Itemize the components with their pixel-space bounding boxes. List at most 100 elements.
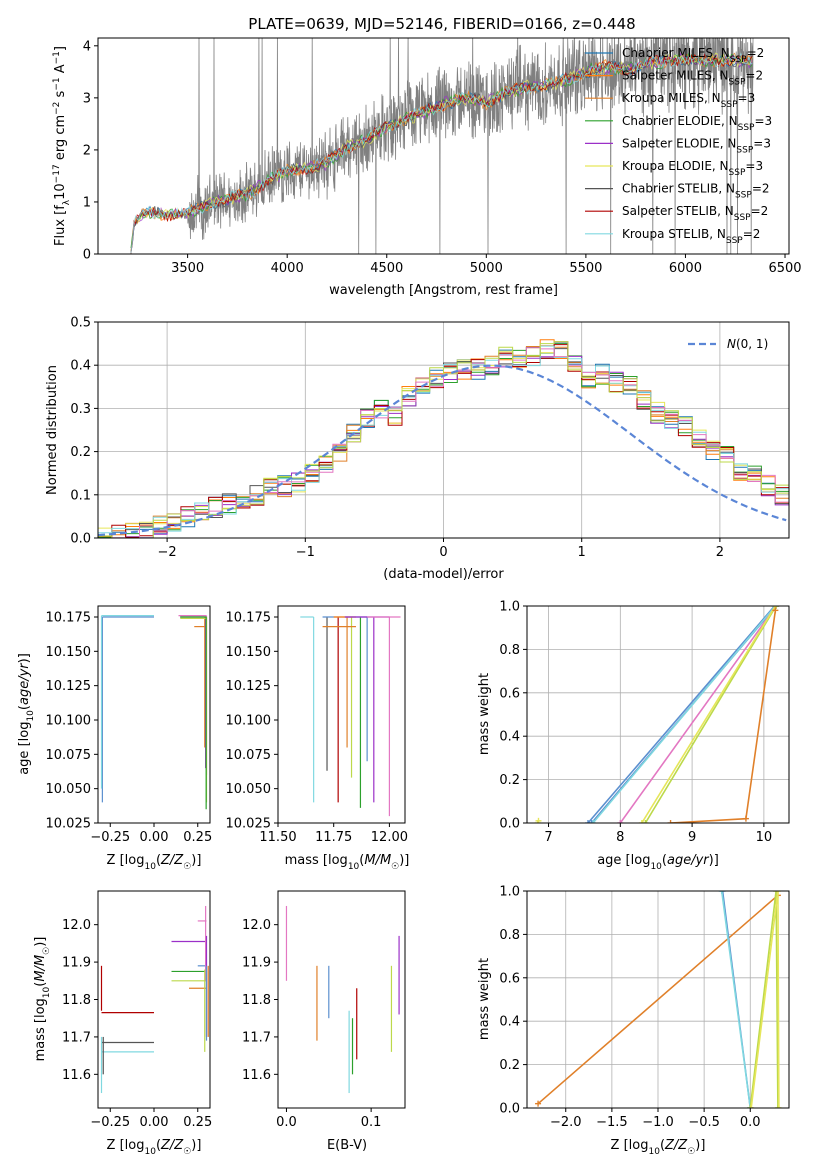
x-tick-label: 0.1	[361, 1115, 382, 1130]
x-tick-label: 3500	[171, 261, 204, 276]
plot-area	[527, 891, 789, 1108]
x-tick-label: 11.75	[315, 830, 352, 845]
weight-line	[644, 606, 777, 823]
x-tick-label: 10	[756, 830, 773, 845]
x-tick-label: 11.50	[259, 830, 296, 845]
y-tick-label: 10.050	[226, 782, 272, 797]
legend-label: Chabrier MILES, NSSP=2	[622, 46, 764, 65]
x-axis-label: (data-model)/error	[383, 567, 504, 582]
x-tick-label: 1	[578, 545, 586, 560]
y-tick-label: 12.0	[242, 918, 271, 933]
y-tick-label: 10.075	[226, 748, 272, 763]
x-tick-label: −2	[158, 545, 177, 560]
x-tick-label: 12.00	[371, 830, 408, 845]
axes-frame	[526, 605, 790, 824]
y-tick-label: 10.125	[46, 679, 92, 694]
x-axis-label: age [log10(age/yr)]	[597, 853, 719, 872]
model-spectrum	[130, 53, 753, 253]
x-tick-label: 6500	[768, 261, 801, 276]
y-tick-label: 0.5	[70, 316, 91, 331]
y-tick-label: 10.025	[226, 817, 272, 832]
y-tick-label: 3	[83, 91, 91, 106]
x-tick-label: 0.0	[276, 1115, 297, 1130]
y-tick-label: 0.2	[70, 445, 91, 460]
axes-mass_weight_vs_age: 7 8 9 10 0.0 0.2 0.4 0.6 0.8 1.0 age [log10(age/yr…	[477, 600, 790, 872]
legend-label: Kroupa STELIB, NSSP=2	[622, 227, 760, 246]
x-tick-label: 6000	[669, 261, 702, 276]
x-tick-label: 9	[688, 830, 696, 845]
y-tick-label: 1.0	[499, 885, 520, 900]
axes-frame	[277, 605, 406, 824]
x-axis-label: Z [log10(Z/Z☉)]	[107, 1138, 202, 1157]
y-tick-label: 0.6	[499, 686, 520, 701]
y-tick-label: 0.2	[499, 773, 520, 788]
axes-mass_vs_ebv: 0.0 0.1 11.6 11.7 11.8 11.9 12.0 E(B-V)	[242, 890, 406, 1153]
legend-label: Chabrier STELIB, NSSP=2	[622, 182, 770, 201]
y-tick-label: 0.6	[499, 971, 520, 986]
plot-area	[100, 615, 208, 810]
x-tick-label: 8	[616, 830, 624, 845]
model-spectrum	[130, 52, 753, 253]
weight-line	[670, 610, 777, 823]
y-tick-label: 11.7	[242, 1030, 271, 1045]
y-tick-label: 1.0	[499, 600, 520, 615]
plot-area	[130, 38, 754, 254]
y-tick-label: 0.8	[499, 928, 520, 943]
plot-area	[527, 606, 789, 823]
y-tick-label: 10.050	[46, 782, 92, 797]
x-tick-label: 4000	[271, 261, 304, 276]
model-spectrum	[130, 52, 753, 254]
x-tick-label: 0.0	[740, 1115, 761, 1130]
x-tick-label: 0	[439, 545, 447, 560]
y-tick-label: 10.025	[46, 817, 92, 832]
x-axis-label: mass [log10(M/M☉)]	[285, 853, 410, 872]
y-tick-label: 0.0	[499, 817, 520, 832]
y-tick-label: 4	[83, 39, 91, 54]
y-tick-label: 0.4	[499, 730, 520, 745]
weight-line	[749, 891, 779, 1108]
x-tick-label: −1.0	[642, 1115, 674, 1130]
y-tick-label: 10.175	[226, 610, 272, 625]
x-tick-label: 0.00	[140, 1115, 169, 1130]
y-tick-label: 0	[83, 248, 91, 263]
y-axis-label: Flux [fλ10−17 erg cm−2 s−1 A−1]	[52, 46, 72, 246]
weight-line	[641, 606, 777, 823]
axes-frame	[97, 37, 790, 255]
legend-label: N(0, 1)	[727, 337, 768, 351]
y-tick-label: 0.0	[499, 1102, 520, 1117]
plot-area	[285, 905, 400, 1094]
residual-histogram	[98, 344, 789, 538]
y-tick-label: 1	[83, 195, 91, 210]
model-spectrum	[130, 53, 753, 254]
y-tick-label: 11.8	[62, 993, 91, 1008]
x-tick-label: 4500	[370, 261, 403, 276]
plot-area	[300, 616, 401, 817]
x-tick-label: −2.0	[550, 1115, 582, 1130]
residual-histogram	[98, 342, 789, 538]
model-spectrum	[130, 52, 753, 254]
axes-age_vs_Z: −0.25 0.00 0.25 10.025 10.050 10.075 10.100 10.…	[17, 605, 212, 872]
y-tick-label: 10.125	[226, 679, 272, 694]
x-axis-label: E(B-V)	[327, 1138, 367, 1153]
legend-label: Salpeter ELODIE, NSSP=3	[622, 136, 771, 155]
legend-label: Kroupa ELODIE, NSSP=3	[622, 159, 763, 178]
axes-spectrum: 3500 4000 4500 5000 5500 6000 6500 0 1 2 3 4 wavelen…	[52, 37, 802, 298]
gaussian-curve	[98, 364, 787, 537]
x-tick-label: 5000	[470, 261, 503, 276]
weight-line	[592, 606, 777, 823]
x-axis-label: Z [log10(Z/Z☉)]	[107, 853, 202, 872]
y-tick-label: 10.100	[226, 713, 272, 728]
y-tick-label: 10.150	[226, 645, 272, 660]
y-tick-label: 11.9	[242, 956, 271, 971]
x-axis-label: wavelength [Angstrom, rest frame]	[329, 283, 558, 298]
legend-label: Salpeter MILES, NSSP=2	[622, 69, 763, 88]
axes-frame	[97, 605, 211, 824]
plot-area	[100, 905, 209, 1094]
x-tick-label: −0.25	[90, 1115, 130, 1130]
y-axis-label: Normed distribution	[45, 365, 60, 495]
model-spectrum	[130, 52, 753, 252]
weight-line	[587, 606, 776, 823]
x-tick-label: 5500	[569, 261, 602, 276]
legend-label: Chabrier ELODIE, NSSP=3	[622, 114, 772, 133]
